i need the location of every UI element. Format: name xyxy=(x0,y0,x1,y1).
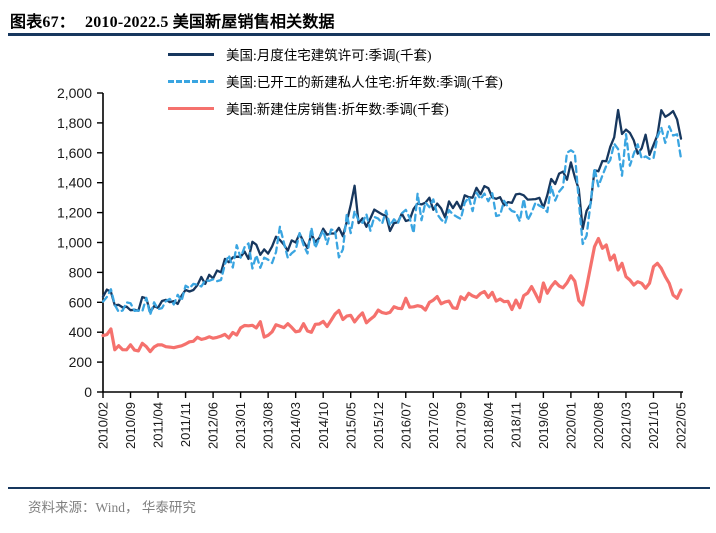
x-tick-label: 2013/08 xyxy=(261,402,276,449)
x-tick-label: 2017/02 xyxy=(426,402,441,449)
x-tick-label: 2021/03 xyxy=(619,402,634,449)
legend-line-solid-red xyxy=(168,106,214,110)
chart-area: 0 200 400 600 800 1,000 1,200 1,400 1,600 1,800 2,… xyxy=(0,85,716,485)
header-rule xyxy=(8,33,710,36)
x-tick-label: 2018/11 xyxy=(508,402,523,448)
y-tick-label: 0 xyxy=(84,384,92,400)
y-tick-label: 1,200 xyxy=(57,205,92,221)
x-tick-label: 2022/05 xyxy=(674,402,689,449)
x-tick-label: 2011/11 xyxy=(178,402,193,447)
figure-number: 图表67： xyxy=(10,14,76,31)
x-tick-label: 2015/05 xyxy=(343,402,358,449)
y-tick-label: 1,800 xyxy=(57,115,92,131)
y-tick-label: 1,000 xyxy=(57,235,92,251)
legend-line-dashed-blue xyxy=(168,79,214,83)
y-tick-label: 600 xyxy=(69,294,93,310)
legend-label: 美国:新建住房销售:折年数:季调(千套) xyxy=(226,102,449,117)
legend-item-sales: 美国:新建住房销售:折年数:季调(千套) xyxy=(168,97,503,119)
series-line-sales xyxy=(101,236,683,354)
y-tick-label: 800 xyxy=(69,264,93,280)
x-tick-label: 2020/08 xyxy=(591,402,606,449)
figure-title: 2010-2022.5 美国新屋销售相关数据 xyxy=(85,14,335,31)
y-tick-label: 400 xyxy=(69,324,93,340)
footer-rule xyxy=(8,487,710,489)
x-tick-label: 2011/04 xyxy=(151,402,166,448)
y-tick-label: 1,400 xyxy=(57,175,92,191)
x-tick-label: 2016/07 xyxy=(398,402,413,449)
x-tick-label: 2012/06 xyxy=(206,402,221,449)
figure-header: 图表67： 2010-2022.5 美国新屋销售相关数据 xyxy=(10,8,710,32)
x-tick-label: 2021/10 xyxy=(646,402,661,449)
legend-label: 美国:月度住宅建筑许可:季调(千套) xyxy=(226,48,432,63)
x-tick-label: 2010/02 xyxy=(96,402,111,449)
x-tick-label: 2015/12 xyxy=(371,402,386,449)
legend-line-solid-navy xyxy=(168,52,214,56)
source-note: 资料来源：Wind， 华泰研究 xyxy=(28,500,196,515)
line-chart-svg: 0 200 400 600 800 1,000 1,200 1,400 1,600 1,800 2,… xyxy=(57,85,689,449)
y-tick-label: 200 xyxy=(69,354,93,370)
series-line-permits xyxy=(101,108,683,314)
x-tick-label: 2010/09 xyxy=(123,402,138,449)
legend-label: 美国:已开工的新建私人住宅:折年数:季调(千套) xyxy=(226,75,503,90)
x-tick-label: 2014/10 xyxy=(316,402,331,449)
x-tick-label: 2013/01 xyxy=(233,402,248,449)
legend-item-starts: 美国:已开工的新建私人住宅:折年数:季调(千套) xyxy=(168,70,503,92)
legend-item-permits: 美国:月度住宅建筑许可:季调(千套) xyxy=(168,43,503,65)
x-tick-label: 2018/04 xyxy=(481,402,496,449)
y-tick-label: 2,000 xyxy=(57,85,92,101)
x-tick-label: 2019/06 xyxy=(536,402,551,449)
y-tick-label: 1,600 xyxy=(57,145,92,161)
x-tick-label: 2017/09 xyxy=(453,402,468,449)
x-tick-label: 2020/01 xyxy=(563,402,578,449)
series-line-starts xyxy=(101,125,683,316)
chart-legend: 美国:月度住宅建筑许可:季调(千套) 美国:已开工的新建私人住宅:折年数:季调(… xyxy=(168,43,503,119)
x-tick-label: 2014/03 xyxy=(288,402,303,449)
